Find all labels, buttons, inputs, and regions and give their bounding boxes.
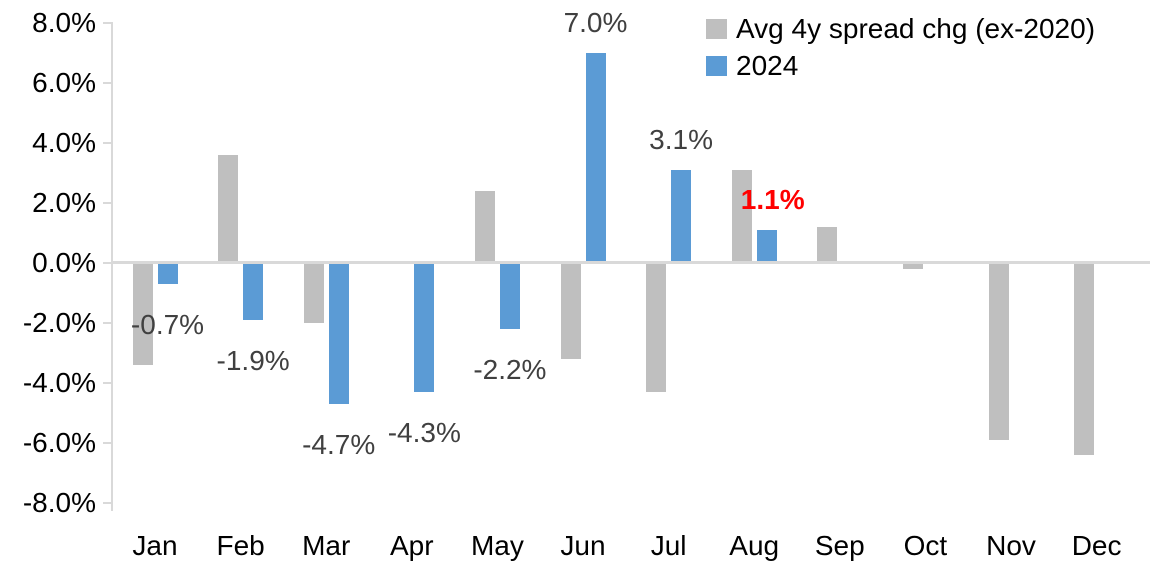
y-axis-tick bbox=[103, 21, 111, 24]
bar-2024-feb bbox=[243, 262, 264, 320]
y-axis-tick bbox=[103, 201, 111, 204]
data-label-jul: 3.1% bbox=[649, 123, 713, 155]
bar-avg-jul bbox=[646, 262, 667, 392]
bar-2024-jul bbox=[671, 169, 692, 263]
x-axis-label-jan: Jan bbox=[132, 530, 178, 561]
x-axis-label-mar: Mar bbox=[302, 530, 351, 561]
y-axis-label: -4.0% bbox=[22, 366, 96, 398]
y-axis-label: 6.0% bbox=[32, 66, 96, 98]
y-axis-line bbox=[111, 22, 113, 511]
data-label-aug: 1.1% bbox=[740, 183, 805, 215]
data-label-may: -2.2% bbox=[473, 353, 547, 385]
bar-2024-may bbox=[499, 262, 520, 329]
legend: Avg 4y spread chg (ex-2020) 2024 bbox=[706, 10, 1095, 84]
blue-square-icon bbox=[706, 55, 727, 76]
bar-avg-dec bbox=[1074, 262, 1095, 455]
y-axis-tick bbox=[103, 81, 111, 84]
bar-2024-aug bbox=[756, 229, 777, 263]
bar-2024-apr bbox=[414, 262, 435, 392]
y-axis-label: 2.0% bbox=[32, 186, 96, 218]
x-axis-label-dec: Dec bbox=[1071, 530, 1122, 561]
x-axis-label-jul: Jul bbox=[650, 530, 687, 561]
legend-label: Avg 4y spread chg (ex-2020) bbox=[736, 12, 1096, 44]
legend-item: Avg 4y spread chg (ex-2020) bbox=[706, 10, 1095, 47]
bar-avg-nov bbox=[988, 262, 1009, 440]
x-axis-label-sep: Sep bbox=[814, 530, 865, 561]
data-label-mar: -4.7% bbox=[302, 428, 376, 460]
bar-avg-aug bbox=[731, 169, 752, 263]
y-axis-tick bbox=[103, 501, 111, 504]
y-axis-tick bbox=[103, 321, 111, 324]
legend-label: 2024 bbox=[736, 49, 799, 81]
y-axis-label: -8.0% bbox=[22, 486, 96, 518]
y-axis-label: 4.0% bbox=[32, 126, 96, 158]
y-axis-label: -2.0% bbox=[22, 306, 96, 338]
bar-avg-mar bbox=[303, 262, 324, 323]
bar-2024-jan bbox=[157, 262, 178, 284]
y-axis-tick bbox=[103, 141, 111, 144]
data-label-feb: -1.9% bbox=[216, 344, 290, 376]
x-axis-label-feb: Feb bbox=[216, 530, 265, 561]
data-label-jan: -0.7% bbox=[130, 308, 205, 340]
x-axis-label-nov: Nov bbox=[986, 530, 1036, 561]
gray-square-icon bbox=[706, 18, 727, 39]
bar-avg-jun bbox=[560, 262, 581, 359]
bar-2024-mar bbox=[328, 262, 349, 404]
y-axis-tick bbox=[103, 381, 111, 384]
x-axis-label-aug: Aug bbox=[729, 530, 780, 561]
legend-item: 2024 bbox=[706, 47, 1095, 84]
x-axis-label-may: May bbox=[470, 530, 524, 561]
data-label-jun: 7.0% bbox=[563, 6, 628, 38]
x-axis-label-apr: Apr bbox=[390, 530, 434, 561]
y-axis-tick bbox=[103, 441, 111, 444]
bar-avg-oct bbox=[902, 262, 923, 269]
x-axis-label-oct: Oct bbox=[903, 530, 948, 561]
zero-line bbox=[111, 261, 1150, 264]
bar-avg-feb bbox=[218, 154, 239, 263]
y-axis-tick bbox=[103, 261, 111, 264]
y-axis-label: -6.0% bbox=[22, 426, 96, 458]
x-axis-label-jun: Jun bbox=[560, 530, 606, 561]
data-label-apr: -4.3% bbox=[387, 416, 461, 448]
bar-2024-jun bbox=[585, 52, 606, 263]
bar-avg-jan bbox=[132, 262, 153, 365]
y-axis-label: 8.0% bbox=[32, 6, 96, 38]
bar-avg-sep bbox=[817, 226, 838, 263]
y-axis-label: 0.0% bbox=[32, 246, 96, 278]
bar-avg-may bbox=[474, 190, 495, 263]
